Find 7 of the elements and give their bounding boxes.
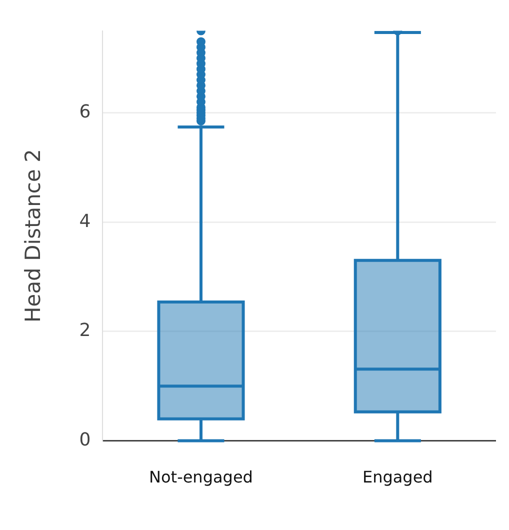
y-tick-label: 6 [79, 101, 91, 122]
x-tick-label: Engaged [362, 468, 433, 487]
y-tick-label: 0 [79, 429, 91, 450]
y-tick-label: 4 [79, 210, 91, 232]
y-axis-title: Head Distance 2 [21, 149, 46, 323]
x-tick-label: Not-engaged [149, 468, 253, 487]
y-tick-label: 2 [79, 320, 91, 342]
